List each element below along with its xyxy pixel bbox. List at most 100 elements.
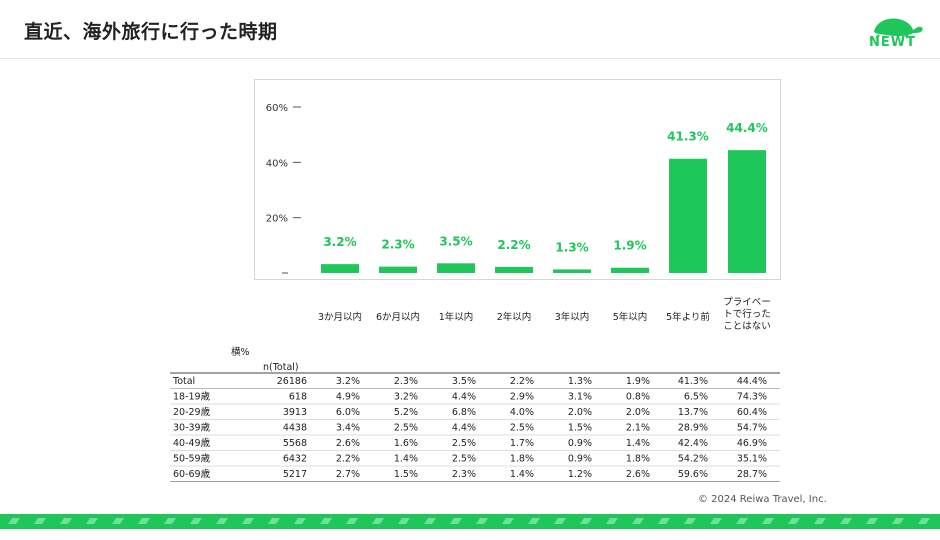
bar-value-label: 2.2% xyxy=(497,238,530,252)
table-cell: 4.4% xyxy=(452,392,476,403)
table-cell: 3.4% xyxy=(336,423,360,434)
footer-pattern-mark xyxy=(840,518,852,524)
bar-value-label: 1.9% xyxy=(613,239,646,253)
row-label: 20-29歳 xyxy=(173,406,211,418)
table-cell: 2.3% xyxy=(452,469,476,480)
table-cell: 1.4% xyxy=(626,438,650,449)
footer-pattern-mark xyxy=(918,518,930,524)
table-cell: 0.9% xyxy=(568,438,592,449)
x-tick-label: 1年以内 xyxy=(439,311,474,323)
table-cell: 1.6% xyxy=(394,438,418,449)
table-cell: 2.0% xyxy=(626,407,650,418)
footer-pattern-mark xyxy=(762,518,774,524)
footer-pattern-mark xyxy=(8,518,20,524)
footer-pattern-mark xyxy=(632,518,644,524)
x-tick-label: プライベートで行ったことはない xyxy=(723,297,771,332)
table-cell: 4.4% xyxy=(452,423,476,434)
bar xyxy=(321,264,359,273)
table-cell: 60.4% xyxy=(737,407,767,418)
table-cell: 2.5% xyxy=(452,438,476,449)
footer-pattern-mark xyxy=(372,518,384,524)
y-tick-label: 60% xyxy=(266,103,288,114)
bar-value-label: 1.3% xyxy=(555,240,588,254)
table-cell: 2.5% xyxy=(394,423,418,434)
table-cell: 3.2% xyxy=(336,376,360,387)
row-n: 6432 xyxy=(283,454,307,465)
row-label: Total xyxy=(172,376,195,387)
table-row: 60-69歳 5217 2.7% 1.5% 2.3% 1.4% 1.2% 2.6% 59.6% 2… xyxy=(173,468,767,480)
footer-pattern-mark xyxy=(736,518,748,524)
table-cell: 6.0% xyxy=(336,407,360,418)
table-cell: 2.2% xyxy=(336,454,360,465)
table-cell: 54.7% xyxy=(737,423,767,434)
table-cell: 1.5% xyxy=(394,469,418,480)
footer-pattern-mark xyxy=(34,518,46,524)
footer-pattern-mark xyxy=(788,518,800,524)
table-cell: 2.7% xyxy=(336,469,360,480)
page-title: 直近、海外旅行に行った時期 xyxy=(24,21,278,43)
footer-pattern-mark xyxy=(164,518,176,524)
y-tick-label: 40% xyxy=(266,158,288,169)
footer-pattern-mark xyxy=(86,518,98,524)
table-cell: 1.5% xyxy=(568,423,592,434)
footer-pattern-mark xyxy=(60,518,72,524)
table-row: 40-49歳 5568 2.6% 1.6% 2.5% 1.7% 0.9% 1.4% 42.4% 4… xyxy=(173,437,767,449)
table-cell: 2.3% xyxy=(394,376,418,387)
footer-pattern-mark xyxy=(684,518,696,524)
table-cell: 2.6% xyxy=(336,438,360,449)
row-n: 5568 xyxy=(283,438,307,449)
row-label: 18-19歳 xyxy=(173,391,211,403)
table-cell: 42.4% xyxy=(678,438,708,449)
table-cell: 1.4% xyxy=(394,454,418,465)
table-cell: 3.2% xyxy=(394,392,418,403)
table-cell: 28.7% xyxy=(737,469,767,480)
footer-pattern-mark xyxy=(424,518,436,524)
table-cell: 6.8% xyxy=(452,407,476,418)
x-tick-label: 5年より前 xyxy=(666,311,710,323)
y-tick-label: 20% xyxy=(266,214,288,225)
row-n: 3913 xyxy=(283,407,307,418)
bar-chart: 20% 40% 60% 3.2% 2.3% 3.5% 2.2% 1.3% 1.9% 41.3% 4… xyxy=(254,79,781,280)
footer-pattern-mark xyxy=(710,518,722,524)
bar xyxy=(437,263,475,273)
footer-pattern-mark xyxy=(450,518,462,524)
row-n: 26186 xyxy=(277,376,307,387)
footer-pattern-mark xyxy=(528,518,540,524)
footer-pattern-mark xyxy=(892,518,904,524)
x-tick-label: 5年以内 xyxy=(613,311,648,323)
table-cell: 28.9% xyxy=(678,423,708,434)
table-cell: 3.5% xyxy=(452,376,476,387)
footer-pattern-mark xyxy=(294,518,306,524)
footer-pattern-mark xyxy=(346,518,358,524)
table-cell: 4.0% xyxy=(510,407,534,418)
table-cell: 0.9% xyxy=(568,454,592,465)
bar-value-label: 44.4% xyxy=(726,121,768,135)
footer-pattern-mark xyxy=(502,518,514,524)
bar-value-label: 41.3% xyxy=(667,130,709,144)
table-corner-label: 横% xyxy=(231,346,250,358)
table-cell: 2.2% xyxy=(510,376,534,387)
bar-value-label: 3.2% xyxy=(323,235,356,249)
table-cell: 3.1% xyxy=(568,392,592,403)
footer-pattern-mark xyxy=(866,518,878,524)
table-cell: 41.3% xyxy=(678,376,708,387)
table-cell: 2.6% xyxy=(626,469,650,480)
table-cell: 2.9% xyxy=(510,392,534,403)
table-cell: 46.9% xyxy=(737,438,767,449)
footer-pattern-mark xyxy=(190,518,202,524)
footer-pattern-mark xyxy=(554,518,566,524)
table-row: 18-19歳 618 4.9% 3.2% 4.4% 2.9% 3.1% 0.8% 6.5% 74.… xyxy=(173,391,767,403)
table-row: 20-29歳 3913 6.0% 5.2% 6.8% 4.0% 2.0% 2.0% 13.7% 6… xyxy=(173,406,767,418)
table-cell: 2.0% xyxy=(568,407,592,418)
logo-text: NEWT xyxy=(869,35,916,50)
row-label: 40-49歳 xyxy=(173,437,211,449)
row-n: 618 xyxy=(289,392,307,403)
bar xyxy=(379,266,417,273)
footer-pattern-mark xyxy=(216,518,228,524)
table-cell: 1.3% xyxy=(568,376,592,387)
table-cell: 1.9% xyxy=(626,376,650,387)
table-cell: 0.8% xyxy=(626,392,650,403)
table-cell: 1.8% xyxy=(510,454,534,465)
bar xyxy=(611,267,649,273)
bar-value-label: 3.5% xyxy=(439,234,472,248)
